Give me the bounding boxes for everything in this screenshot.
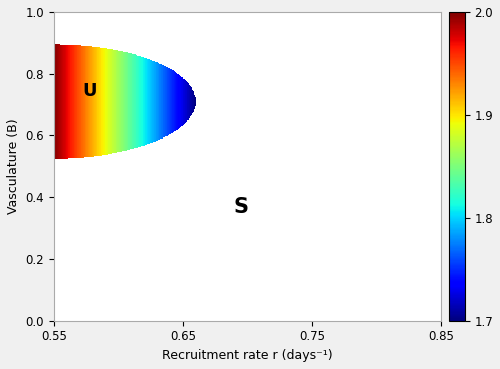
X-axis label: Recruitment rate r (days⁻¹): Recruitment rate r (days⁻¹) <box>162 349 332 362</box>
Y-axis label: Vasculature (B): Vasculature (B) <box>7 118 20 214</box>
Text: U: U <box>82 82 97 100</box>
Text: S: S <box>234 197 248 217</box>
